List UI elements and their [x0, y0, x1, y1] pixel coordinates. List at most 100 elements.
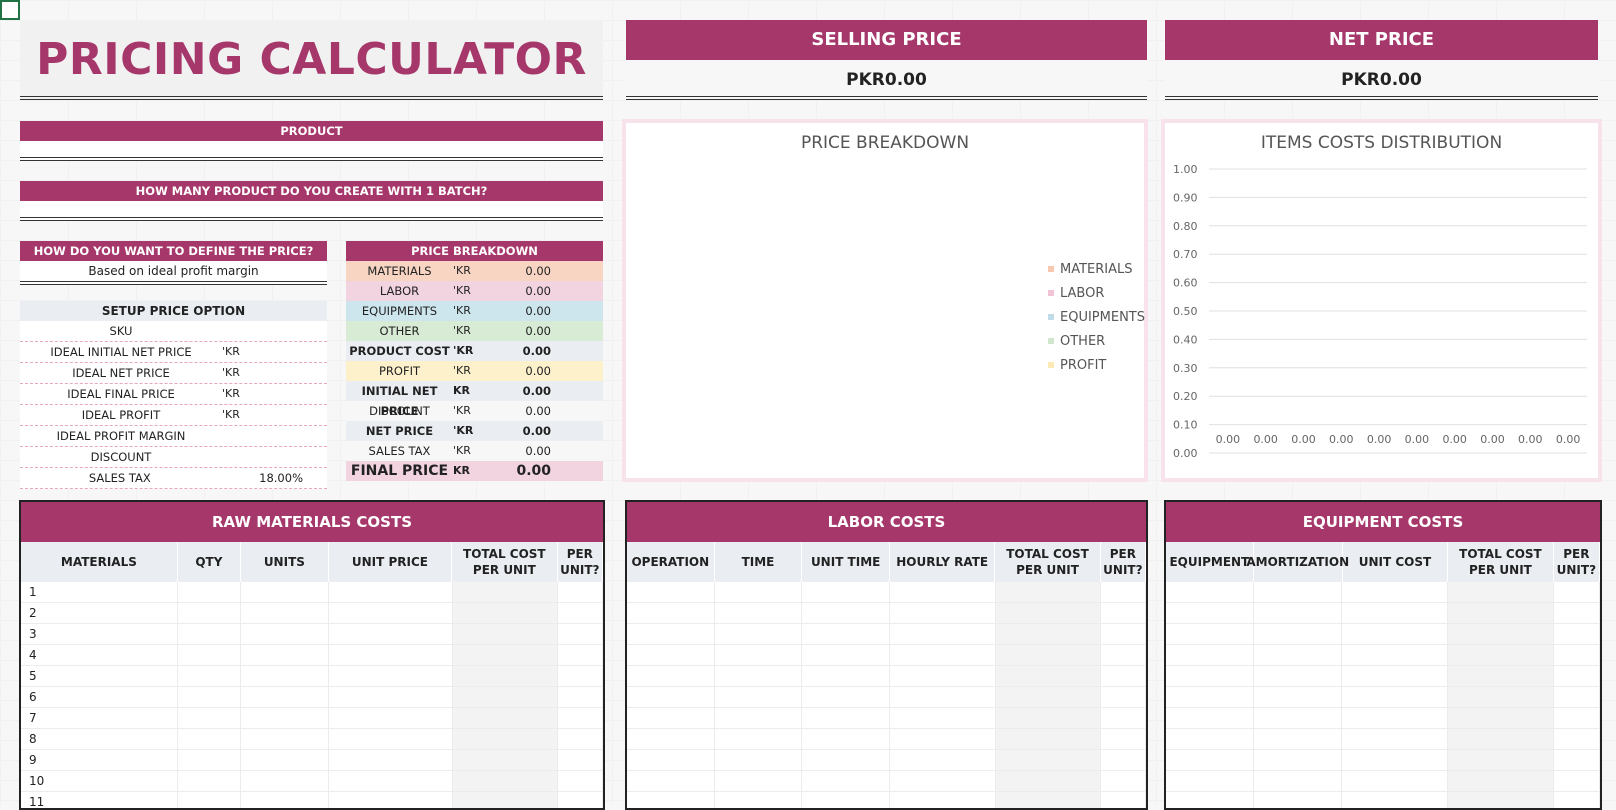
table-cell[interactable] [178, 582, 242, 602]
table-cell[interactable] [715, 750, 803, 770]
table-cell[interactable] [452, 792, 559, 808]
table-cell[interactable] [715, 645, 803, 665]
table-cell[interactable] [1448, 582, 1554, 602]
table-cell[interactable] [178, 771, 242, 791]
table-cell[interactable] [1254, 729, 1342, 749]
row-number[interactable]: 7 [21, 708, 179, 728]
table-cell[interactable] [1554, 603, 1600, 623]
table-cell[interactable] [1342, 792, 1448, 808]
table-cell[interactable] [241, 603, 329, 623]
table-cell[interactable] [558, 750, 603, 770]
table-cell[interactable] [1254, 708, 1342, 728]
table-cell[interactable] [890, 666, 996, 686]
table-cell[interactable] [558, 582, 603, 602]
table-cell[interactable] [329, 708, 453, 728]
table-cell[interactable] [890, 792, 996, 808]
table-cell[interactable] [715, 708, 803, 728]
table-cell[interactable] [802, 771, 890, 791]
table-cell[interactable] [1101, 708, 1146, 728]
table-cell[interactable] [241, 666, 329, 686]
table-cell[interactable] [178, 645, 242, 665]
table-cell[interactable] [178, 792, 242, 808]
table-cell[interactable] [802, 582, 890, 602]
table-cell[interactable] [802, 624, 890, 644]
table-cell[interactable] [1554, 624, 1600, 644]
table-cell[interactable] [890, 729, 996, 749]
table-cell[interactable] [1342, 666, 1448, 686]
table-cell[interactable] [1342, 750, 1448, 770]
table-cell[interactable] [802, 687, 890, 707]
table-cell[interactable] [1448, 708, 1554, 728]
row-number[interactable]: 2 [21, 603, 179, 623]
table-cell[interactable] [715, 624, 803, 644]
table-cell[interactable] [1342, 708, 1448, 728]
row-number[interactable]: 8 [21, 729, 179, 749]
table-cell[interactable] [1254, 792, 1342, 808]
table-cell[interactable] [452, 603, 559, 623]
table-cell[interactable] [627, 687, 715, 707]
setup-row-value[interactable] [262, 447, 327, 467]
table-cell[interactable] [329, 750, 453, 770]
table-cell[interactable] [890, 708, 996, 728]
table-cell[interactable] [329, 687, 453, 707]
table-cell[interactable] [452, 645, 559, 665]
table-cell[interactable] [241, 624, 329, 644]
table-cell[interactable] [1342, 603, 1448, 623]
setup-row-value[interactable] [262, 342, 327, 362]
table-cell[interactable] [329, 624, 453, 644]
table-cell[interactable] [1166, 603, 1254, 623]
table-cell[interactable] [178, 666, 242, 686]
row-number[interactable]: 10 [21, 771, 179, 791]
table-cell[interactable] [995, 687, 1102, 707]
table-cell[interactable] [715, 666, 803, 686]
setup-row-value[interactable] [262, 426, 327, 446]
table-cell[interactable] [1101, 792, 1146, 808]
table-cell[interactable] [1448, 645, 1554, 665]
row-number[interactable]: 6 [21, 687, 179, 707]
table-cell[interactable] [1101, 624, 1146, 644]
table-cell[interactable] [1166, 750, 1254, 770]
table-cell[interactable] [241, 771, 329, 791]
table-cell[interactable] [452, 750, 559, 770]
table-cell[interactable] [627, 645, 715, 665]
table-cell[interactable] [178, 750, 242, 770]
table-cell[interactable] [995, 792, 1102, 808]
table-cell[interactable] [1101, 687, 1146, 707]
table-cell[interactable] [241, 792, 329, 808]
table-cell[interactable] [1101, 582, 1146, 602]
table-cell[interactable] [1166, 645, 1254, 665]
table-cell[interactable] [1166, 687, 1254, 707]
table-cell[interactable] [329, 729, 453, 749]
table-cell[interactable] [1254, 624, 1342, 644]
table-cell[interactable] [715, 582, 803, 602]
selected-cell[interactable] [0, 0, 20, 20]
table-cell[interactable] [802, 708, 890, 728]
table-cell[interactable] [1342, 582, 1448, 602]
table-cell[interactable] [1254, 666, 1342, 686]
table-cell[interactable] [627, 750, 715, 770]
table-cell[interactable] [558, 666, 603, 686]
table-cell[interactable] [329, 645, 453, 665]
table-cell[interactable] [1101, 645, 1146, 665]
table-cell[interactable] [715, 687, 803, 707]
net-price-value[interactable]: PKR0.00 [1165, 60, 1598, 100]
table-cell[interactable] [802, 729, 890, 749]
row-number[interactable]: 11 [21, 792, 179, 808]
table-cell[interactable] [627, 603, 715, 623]
table-cell[interactable] [1342, 687, 1448, 707]
table-cell[interactable] [802, 645, 890, 665]
table-cell[interactable] [995, 624, 1102, 644]
table-cell[interactable] [178, 687, 242, 707]
table-cell[interactable] [1254, 582, 1342, 602]
table-cell[interactable] [1254, 603, 1342, 623]
table-cell[interactable] [995, 771, 1102, 791]
table-cell[interactable] [890, 582, 996, 602]
row-number[interactable]: 9 [21, 750, 179, 770]
table-cell[interactable] [1342, 729, 1448, 749]
table-cell[interactable] [1448, 729, 1554, 749]
table-cell[interactable] [627, 729, 715, 749]
table-cell[interactable] [802, 792, 890, 808]
table-cell[interactable] [627, 708, 715, 728]
table-cell[interactable] [452, 771, 559, 791]
table-cell[interactable] [1166, 792, 1254, 808]
